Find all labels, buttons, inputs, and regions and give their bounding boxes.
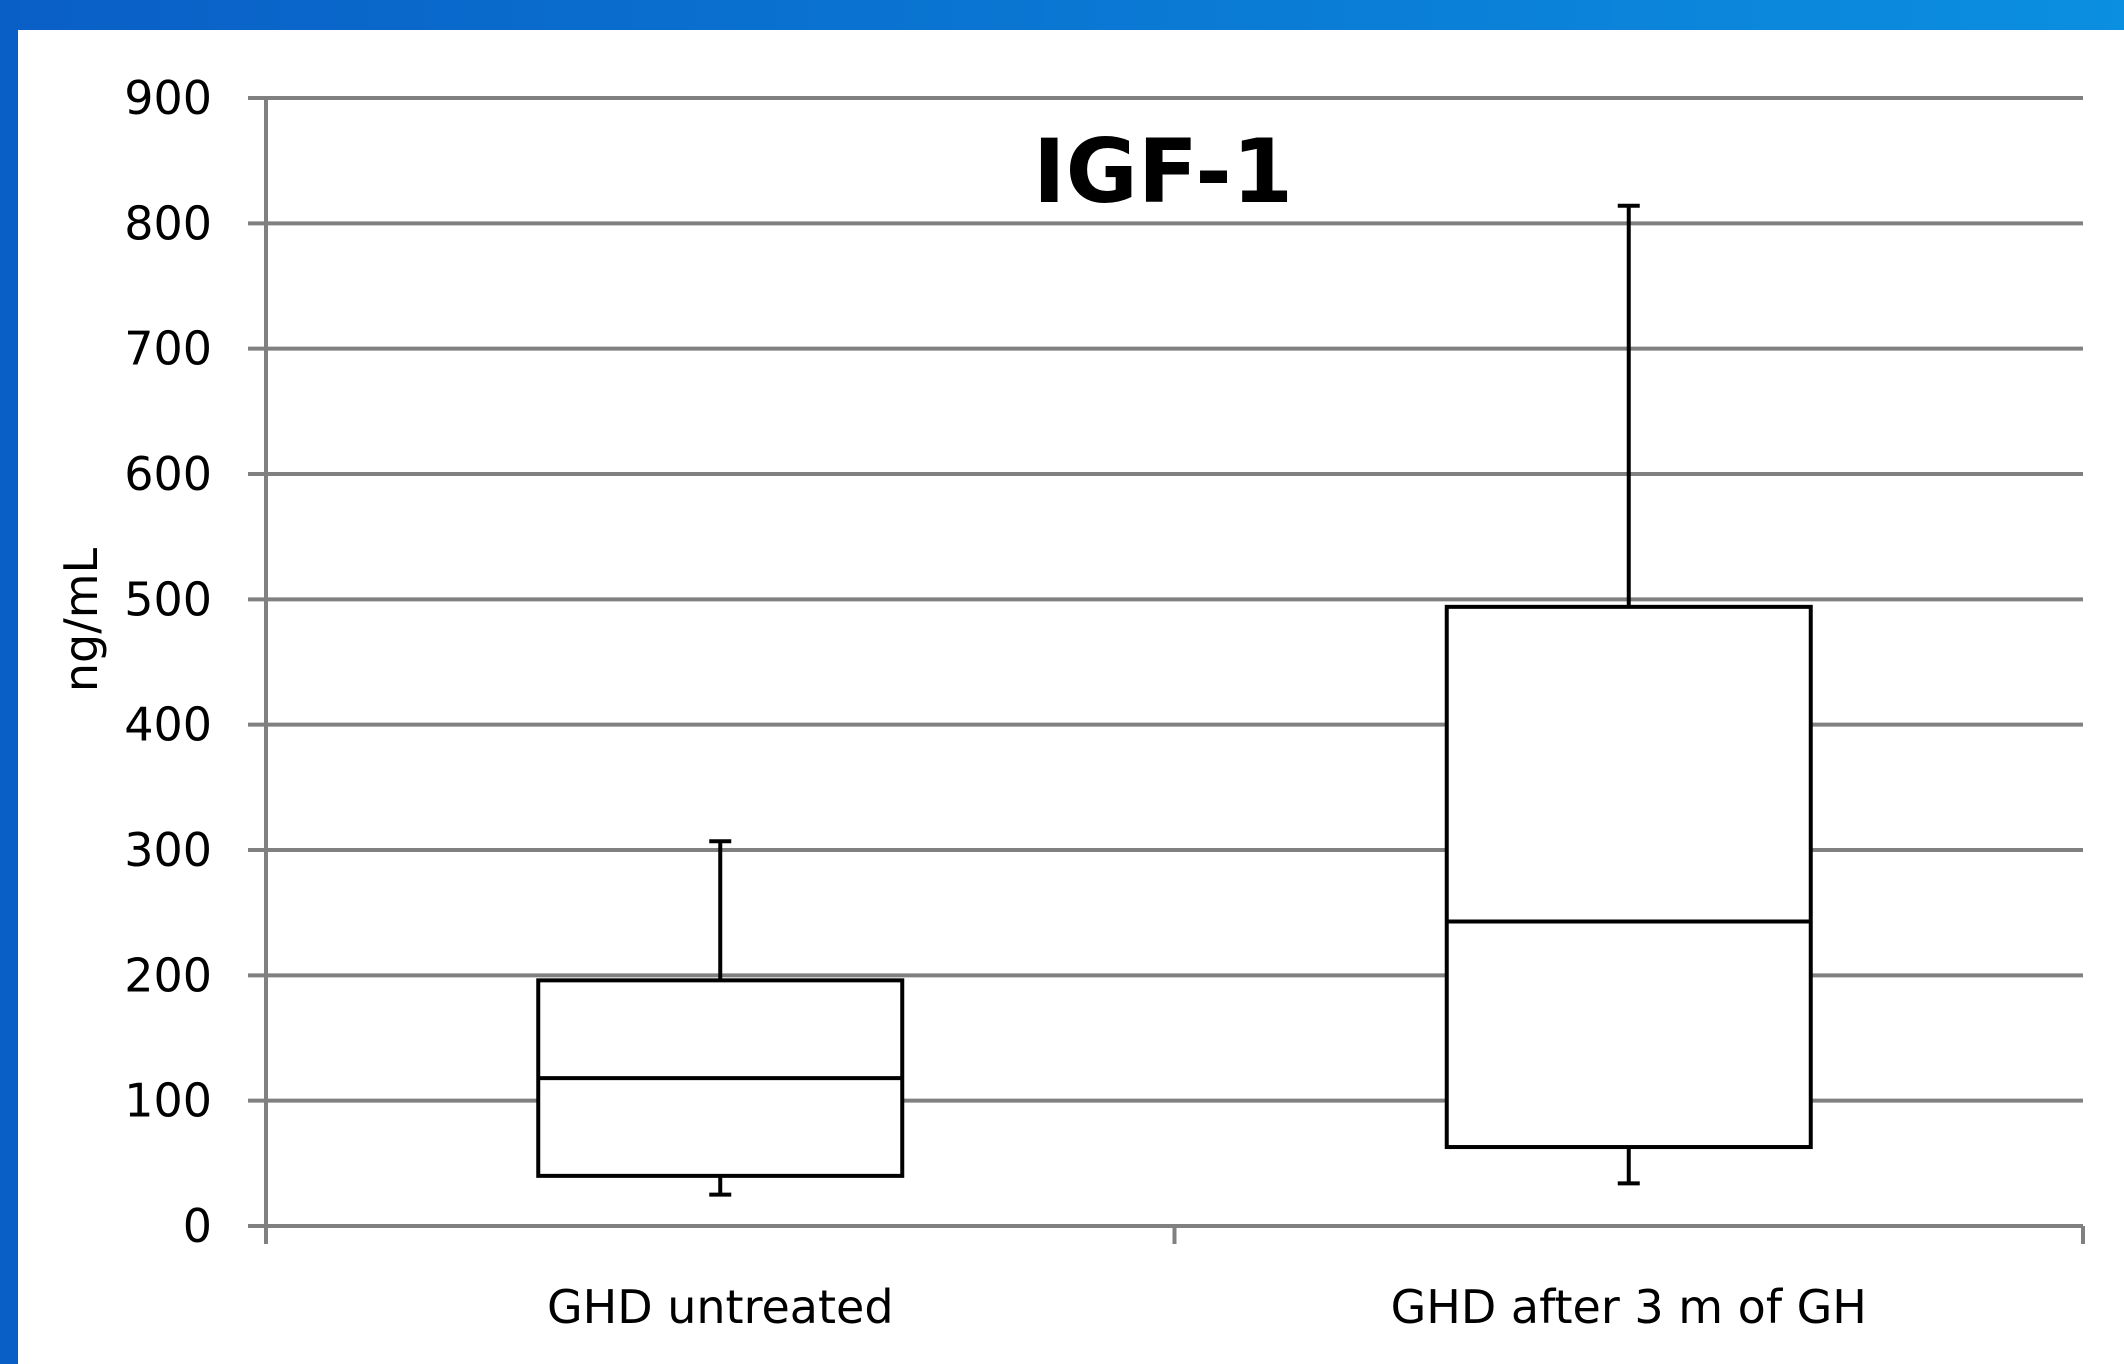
y-tick-label-200: 200 [124, 948, 212, 1002]
y-tick-label-500: 500 [124, 572, 212, 626]
box-plots [536, 203, 1813, 1197]
y-tick-label-700: 700 [124, 322, 212, 376]
y-tick-label-800: 800 [124, 196, 212, 250]
y-tick-label-0: 0 [183, 1199, 212, 1253]
axes [264, 98, 2085, 1244]
left-frame-bar [0, 0, 18, 1364]
y-tick-label-400: 400 [124, 698, 212, 752]
x-tick-label-0: GHD untreated [547, 1280, 894, 1334]
top-frame-bar [0, 0, 2124, 30]
y-tick-label-900: 900 [124, 71, 212, 125]
y-axis-title: ng/mL [54, 547, 108, 692]
x-tick-labels: GHD untreated GHD after 3 m of GH [547, 1280, 1867, 1334]
y-tick-label-300: 300 [124, 823, 212, 877]
box-plot-1 [1444, 203, 1813, 1186]
box-plot-0 [536, 839, 905, 1197]
y-tick-labels: 0 100 200 300 400 500 600 700 800 900 [124, 71, 212, 1253]
y-tick-label-600: 600 [124, 447, 212, 501]
iqr-box [1444, 604, 1813, 1150]
x-tick-label-1: GHD after 3 m of GH [1391, 1280, 1867, 1334]
y-tick-label-100: 100 [124, 1074, 212, 1128]
chart-title: IGF-1 [1033, 120, 1293, 223]
